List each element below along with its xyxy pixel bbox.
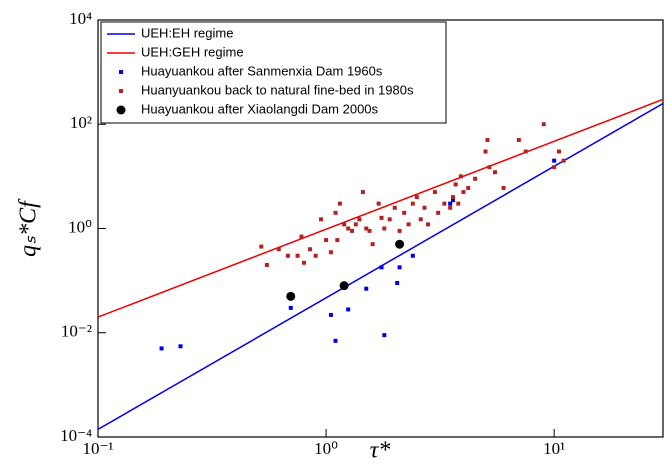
point <box>395 239 405 249</box>
point <box>376 201 381 206</box>
point <box>473 176 478 181</box>
legend-swatch <box>119 70 123 74</box>
point <box>337 201 342 206</box>
legend-swatch <box>119 89 123 93</box>
point <box>286 291 296 301</box>
plot-area <box>98 98 663 431</box>
point <box>350 228 355 233</box>
point <box>328 250 333 255</box>
point <box>379 215 384 220</box>
y-tick-label: 10⁻⁴ <box>60 426 92 445</box>
point <box>285 253 290 258</box>
point <box>382 333 387 338</box>
point <box>264 262 269 267</box>
point <box>442 201 447 206</box>
point <box>333 210 338 215</box>
point <box>276 247 281 252</box>
point <box>492 170 497 175</box>
point <box>485 137 490 142</box>
y-axis-label: qₛ*Cf <box>16 198 42 257</box>
y-tick-label: 10² <box>70 113 92 132</box>
line <box>98 98 663 318</box>
point <box>552 165 557 170</box>
point <box>426 222 431 227</box>
point <box>367 228 372 233</box>
legend-label: UEH:EH regime <box>141 25 233 40</box>
y-tick-label: 10⁰ <box>68 217 92 236</box>
point <box>418 217 423 222</box>
point <box>299 234 304 239</box>
point <box>414 195 419 200</box>
point <box>561 158 566 163</box>
x-tick-label: 10⁻¹ <box>82 439 113 458</box>
point <box>402 210 407 215</box>
point <box>501 185 506 190</box>
point <box>448 205 453 210</box>
point <box>360 190 365 195</box>
point <box>364 286 369 291</box>
point <box>456 201 461 206</box>
point <box>392 205 397 210</box>
point <box>387 217 392 222</box>
point <box>461 190 466 195</box>
point <box>382 226 387 231</box>
point <box>453 182 458 187</box>
point <box>259 244 264 249</box>
point <box>466 185 471 190</box>
point <box>516 137 521 142</box>
point <box>410 253 415 258</box>
point <box>342 222 347 227</box>
point <box>458 174 463 179</box>
point <box>307 247 312 252</box>
point <box>357 217 362 222</box>
point <box>395 281 400 286</box>
point <box>450 195 455 200</box>
point <box>422 205 427 210</box>
legend-label: Huanyuankou back to natural fine-bed in … <box>141 82 414 97</box>
point <box>301 260 306 265</box>
point <box>339 281 349 291</box>
x-tick-label: 10⁰ <box>314 439 338 458</box>
point <box>346 307 351 312</box>
point <box>353 222 358 227</box>
point <box>397 265 402 270</box>
point <box>319 217 324 222</box>
point <box>448 201 453 206</box>
point <box>436 210 441 215</box>
point <box>379 265 384 270</box>
point <box>450 198 455 203</box>
point <box>541 122 546 127</box>
point <box>159 346 164 351</box>
point <box>557 149 562 154</box>
x-axis-label: τ* <box>370 438 391 464</box>
point <box>432 190 437 195</box>
legend-label: Huayuankou after Sanmenxia Dam 1960s <box>141 63 383 78</box>
legend-label: Huayuankou after Xiaolangdi Dam 2000s <box>141 101 379 116</box>
legend-label: UEH:GEH regime <box>141 44 244 59</box>
point <box>335 238 340 243</box>
point <box>295 253 300 258</box>
point <box>324 238 329 243</box>
point <box>483 149 488 154</box>
point <box>410 201 415 206</box>
point <box>313 253 318 258</box>
y-tick-label: 10⁻² <box>61 322 92 341</box>
point <box>397 228 402 233</box>
point <box>346 226 351 231</box>
point <box>288 305 293 310</box>
point <box>523 149 528 154</box>
legend-box <box>100 21 447 124</box>
point <box>370 242 375 247</box>
legend-swatch <box>116 105 126 115</box>
point <box>364 226 369 231</box>
point <box>406 222 411 227</box>
point <box>333 338 338 343</box>
y-tick-label: 10⁴ <box>69 9 92 28</box>
point <box>178 344 183 349</box>
point <box>487 165 492 170</box>
x-tick-label: 10¹ <box>543 439 565 458</box>
point <box>552 158 557 163</box>
point <box>328 312 333 317</box>
